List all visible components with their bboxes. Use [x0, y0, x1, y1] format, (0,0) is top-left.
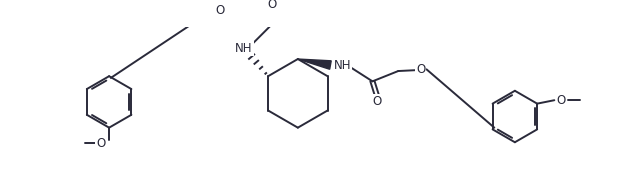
- Text: O: O: [556, 94, 566, 107]
- Text: O: O: [267, 0, 276, 11]
- Text: O: O: [416, 63, 425, 76]
- Text: O: O: [96, 137, 105, 150]
- Polygon shape: [298, 59, 331, 69]
- Text: O: O: [215, 4, 225, 17]
- Text: NH: NH: [334, 59, 351, 72]
- Text: NH: NH: [236, 42, 253, 55]
- Text: O: O: [372, 95, 381, 108]
